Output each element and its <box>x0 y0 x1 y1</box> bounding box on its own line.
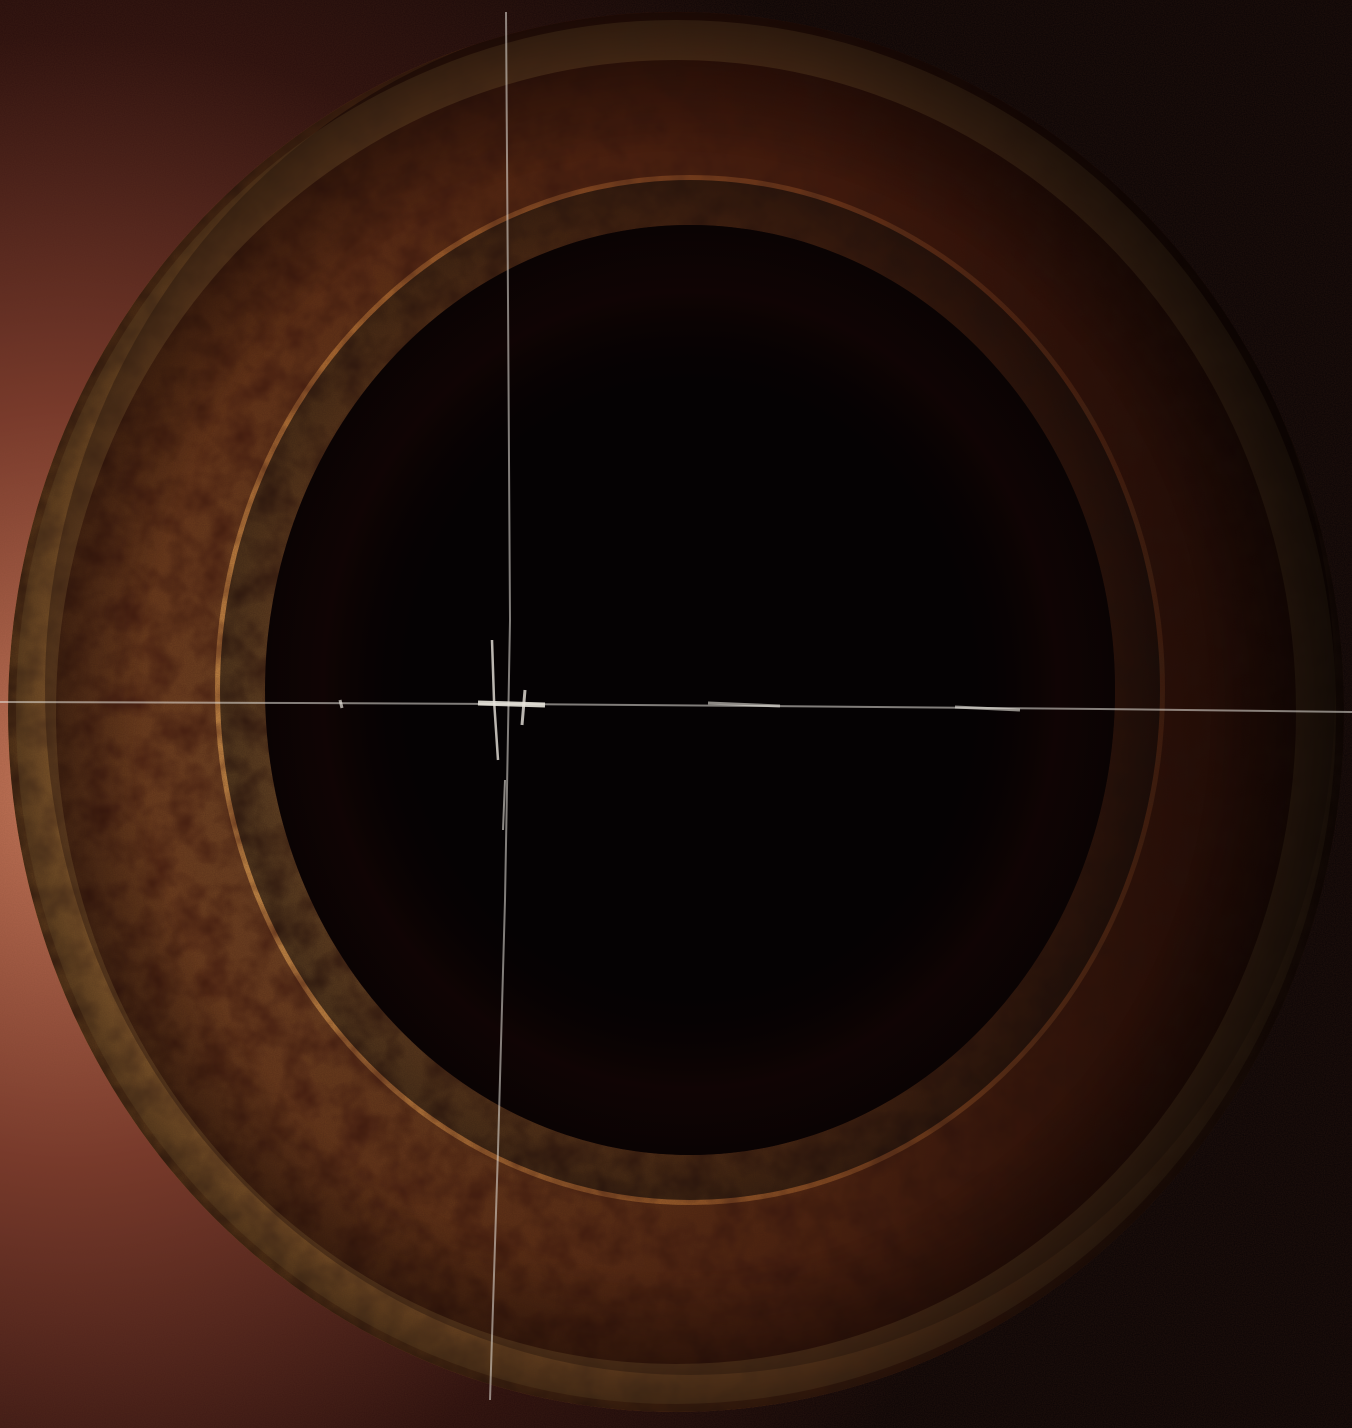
fold-creases <box>0 11 1352 1401</box>
